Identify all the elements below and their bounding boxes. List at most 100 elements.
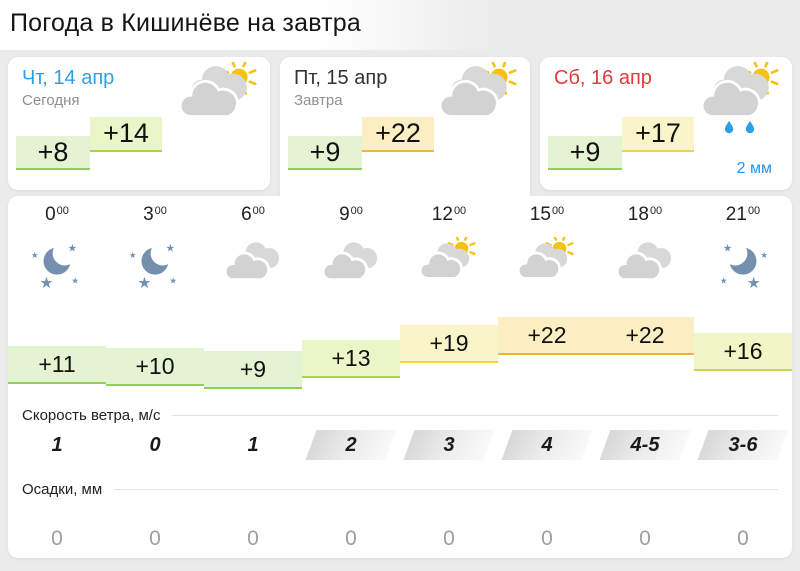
- time-hour: 12: [431, 204, 453, 225]
- time-label: 15 00: [498, 204, 596, 230]
- svg-text:★: ★: [169, 275, 177, 285]
- wind-speed-value: 1: [247, 433, 259, 456]
- weather-icon-cell: ★ ★ ★ ★: [694, 232, 792, 296]
- svg-text:★: ★: [720, 275, 728, 285]
- clouds-icon: [223, 242, 280, 282]
- day-card-saturday[interactable]: Сб, 16 апр +9 +17 2 мм: [540, 57, 792, 190]
- time-minutes: 00: [350, 205, 363, 217]
- svg-text:★: ★: [129, 250, 137, 260]
- wind-section-header: Скорость ветра, м/с: [22, 405, 778, 425]
- time-label: 6 00: [204, 204, 302, 230]
- wind-cell: 4: [498, 425, 596, 465]
- section-divider: [114, 488, 778, 490]
- hourly-temperature: +19: [400, 325, 498, 363]
- page-title: Погода в Кишинёве на завтра: [10, 9, 361, 37]
- time-minutes: 00: [453, 205, 467, 217]
- precip-cell: 0: [302, 523, 400, 555]
- svg-text:★: ★: [71, 275, 79, 285]
- time-minutes: 00: [56, 205, 69, 217]
- wind-speed-value: 4-5: [630, 433, 660, 456]
- partly-cloudy-icon: [178, 59, 257, 118]
- page-header: Погода в Кишинёве на завтра: [0, 0, 800, 50]
- time-hour: 9: [339, 204, 350, 225]
- wind-cell: 3: [400, 425, 498, 465]
- weather-icon-cell: [400, 232, 498, 296]
- times-row: 0 00 3 00 6 00 9 00 12 00 15 00 18 00 21 00: [8, 204, 792, 230]
- precip-cell: 0: [106, 523, 204, 555]
- wind-speed-value: 4: [541, 433, 553, 456]
- night-temperature: +9: [548, 136, 622, 170]
- svg-text:★: ★: [68, 242, 78, 254]
- weather-icon-cell: ★ ★ ★ ★: [8, 232, 106, 296]
- wind-speed-value: 1: [51, 433, 63, 456]
- precip-value: 0: [51, 527, 63, 550]
- clouds-icon: [615, 242, 672, 282]
- weather-icon-cell: [302, 232, 400, 296]
- weather-icons-row: ★ ★ ★ ★ ★ ★ ★ ★ ★ ★ ★ ★: [8, 232, 792, 296]
- wind-cell: 0: [106, 425, 204, 465]
- night-temperature: +8: [16, 136, 90, 170]
- hourly-temperature: +22: [498, 317, 596, 355]
- time-hour: 0: [45, 204, 56, 225]
- svg-text:★: ★: [760, 250, 768, 260]
- precip-value: 0: [639, 527, 651, 550]
- partly-cloudy-icon: [438, 59, 517, 118]
- precip-cell: 0: [204, 523, 302, 555]
- svg-text:★: ★: [723, 242, 733, 254]
- hourly-temperature: +10: [106, 348, 204, 386]
- time-label: 3 00: [106, 204, 204, 230]
- svg-text:★: ★: [747, 275, 761, 291]
- time-hour: 21: [725, 204, 747, 225]
- svg-text:★: ★: [137, 275, 151, 291]
- wind-speed-value: 0: [149, 433, 161, 456]
- wind-cell: 1: [204, 425, 302, 465]
- time-minutes: 00: [154, 205, 167, 217]
- hourly-temperature: +9: [204, 351, 302, 389]
- hourly-forecast-panel: 0 00 3 00 6 00 9 00 12 00 15 00 18 00 21 00 ★ ★ ★ ★ ★ ★ ★ ★ ★ ★ ★…: [8, 196, 792, 558]
- precip-value: 0: [149, 527, 161, 550]
- sun-clouds-icon: [418, 237, 476, 280]
- moon-stars-flip-icon: ★ ★ ★ ★: [720, 242, 769, 291]
- day-card-date: Сб, 16 апр: [554, 67, 652, 89]
- wind-cell: 3-6: [694, 425, 792, 465]
- precip-section-label: Осадки, мм: [22, 480, 103, 498]
- day-card-tomorrow[interactable]: Пт, 15 апр Завтра +9 +22: [280, 57, 530, 197]
- day-card-date: Чт, 14 апр: [22, 67, 115, 89]
- hourly-temperature: +16: [694, 333, 792, 371]
- wind-cell: 4-5: [596, 425, 694, 465]
- precip-values-row: 0 0 0 0 0 0 0 0: [8, 523, 792, 555]
- day-card-date: Пт, 15 апр: [294, 67, 388, 89]
- weather-icon-cell: [596, 232, 694, 296]
- day-card-today[interactable]: Чт, 14 апр Сегодня +8 +14: [8, 57, 270, 190]
- wind-section-label: Скорость ветра, м/с: [22, 406, 161, 424]
- precip-cell: 0: [498, 523, 596, 555]
- partly-cloudy-icon: [178, 59, 260, 138]
- day-temperature: +14: [90, 117, 162, 152]
- day-card-subtitle: Завтра: [294, 92, 343, 109]
- time-label: 12 00: [400, 204, 498, 230]
- wind-cell: 1: [8, 425, 106, 465]
- svg-text:★: ★: [31, 250, 39, 260]
- wind-speed-value: 2: [345, 433, 357, 456]
- time-label: 18 00: [596, 204, 694, 230]
- precip-value: 0: [345, 527, 357, 550]
- precip-amount-note: 2 мм: [736, 160, 772, 177]
- hourly-temperature: +22: [596, 317, 694, 355]
- time-hour: 3: [143, 204, 154, 225]
- time-minutes: 00: [747, 205, 761, 217]
- moon-stars-icon: ★ ★ ★ ★: [31, 242, 79, 291]
- svg-text:★: ★: [39, 275, 53, 291]
- time-label: 21 00: [694, 204, 792, 230]
- time-minutes: 00: [551, 205, 565, 217]
- precip-value: 0: [247, 527, 259, 550]
- hourly-temperature: +11: [8, 346, 106, 384]
- clouds-icon: [321, 242, 378, 282]
- day-card-subtitle: Сегодня: [22, 92, 80, 109]
- precip-value: 0: [737, 527, 749, 550]
- time-minutes: 00: [252, 205, 265, 217]
- weather-icon-cell: [204, 232, 302, 296]
- day-temperature: +17: [622, 117, 694, 152]
- time-label: 0 00: [8, 204, 106, 230]
- time-hour: 18: [627, 204, 649, 225]
- sun-clouds-icon: [516, 237, 574, 280]
